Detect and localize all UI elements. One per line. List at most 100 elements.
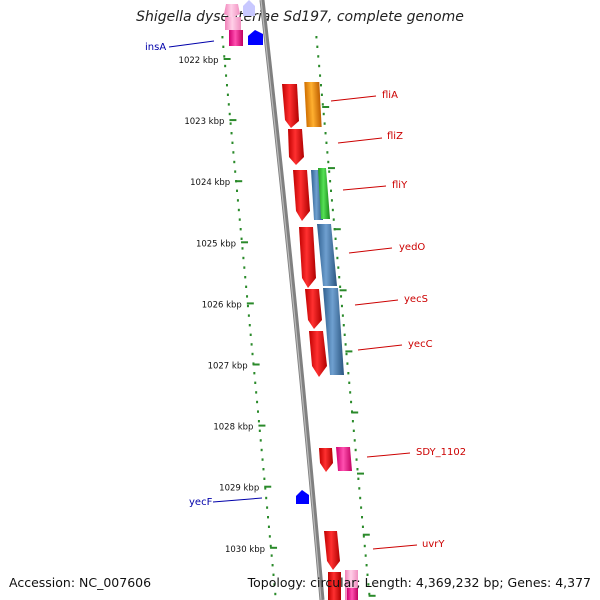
- ring-dot: [222, 45, 225, 48]
- ring-dot: [246, 295, 249, 298]
- gene-fliY-red[interactable]: [293, 170, 310, 221]
- label-fliZ: fliZ: [387, 131, 403, 142]
- ring-dot: [225, 74, 228, 77]
- outer-dotted-ring: [315, 36, 371, 596]
- ring-dot: [253, 372, 256, 375]
- ring-dot: [324, 132, 327, 135]
- ring-dot: [247, 314, 250, 317]
- gene-uvrY[interactable]: [324, 531, 340, 570]
- ring-dot: [230, 132, 233, 135]
- tick-label: 1023 kbp: [184, 117, 224, 127]
- ring-dot: [361, 525, 364, 528]
- ring-dot: [360, 506, 363, 509]
- label-fliY: fliY: [392, 180, 408, 191]
- ring-dot: [238, 218, 241, 221]
- ring-dot: [364, 554, 367, 557]
- tick-label: 1026 kbp: [202, 300, 242, 310]
- ring-dot: [319, 84, 322, 87]
- label-yecF: yecF: [189, 497, 213, 508]
- gene-small-navy-top[interactable]: [248, 30, 263, 45]
- ring-dot: [336, 256, 339, 260]
- ring-dot: [317, 55, 320, 58]
- gene-fliA-orange[interactable]: [304, 82, 322, 127]
- tick-label: 1030 kbp: [225, 545, 265, 555]
- ring-dot: [334, 237, 337, 240]
- tick-label: 1022 kbp: [179, 56, 219, 66]
- topology-label: Topology: circular; Length: 4,369,232 bp…: [247, 575, 591, 590]
- label-insA: insA: [145, 42, 166, 53]
- ring-dot: [321, 103, 324, 106]
- ring-dot: [227, 103, 230, 106]
- label-fliA: fliA: [382, 90, 398, 101]
- ring-dot: [353, 439, 356, 442]
- ring-dot: [223, 55, 226, 58]
- ring-dot: [249, 333, 252, 336]
- ring-dot: [315, 36, 318, 39]
- ring-dot: [228, 112, 231, 116]
- ring-dot: [362, 535, 365, 538]
- ring-dot: [350, 400, 353, 404]
- gene-small-blue-top[interactable]: [243, 0, 255, 16]
- ring-dot: [320, 93, 323, 96]
- ring-dot: [318, 64, 321, 68]
- ring-dot: [251, 352, 254, 356]
- ring-dot: [246, 304, 249, 308]
- ring-dot: [240, 237, 243, 240]
- gene-insA-pink[interactable]: [224, 4, 243, 46]
- gene-yecC-red[interactable]: [309, 331, 327, 377]
- ring-dot: [331, 208, 334, 212]
- accession-label: Accession: NC_007606: [9, 575, 152, 590]
- label-line-yedO: [348, 247, 393, 254]
- ring-dot: [327, 160, 330, 164]
- label-line-fliZ: [337, 137, 383, 144]
- ring-dot: [335, 247, 338, 250]
- label-line-insA: [168, 40, 215, 48]
- ring-dot: [365, 564, 368, 567]
- ring-dot: [232, 151, 235, 154]
- ring-dot: [339, 285, 342, 288]
- ring-dot: [322, 112, 325, 116]
- ring-dot: [316, 45, 319, 48]
- gene-yedO-red[interactable]: [299, 227, 316, 288]
- ring-dot: [265, 496, 268, 500]
- ring-dot: [344, 343, 347, 346]
- ring-dot: [272, 573, 275, 576]
- label-yecS: yecS: [404, 294, 428, 305]
- ring-dot: [243, 266, 246, 269]
- ring-dot: [319, 74, 322, 77]
- gene-fliZ[interactable]: [288, 129, 304, 165]
- gene-yecS-red[interactable]: [305, 289, 322, 329]
- ring-dot: [268, 535, 271, 538]
- gene-bottom-red[interactable]: [328, 572, 341, 600]
- ring-dot: [269, 544, 272, 548]
- gene-bottom-magenta[interactable]: [347, 588, 358, 600]
- gene-SDY_1102-red[interactable]: [319, 448, 333, 472]
- gene-yecS-blue[interactable]: [323, 288, 344, 375]
- ring-dot: [352, 429, 355, 432]
- ring-dot: [356, 468, 359, 471]
- label-line-fliY: [342, 185, 387, 191]
- gene-yedO-blue[interactable]: [317, 224, 337, 286]
- ring-dot: [328, 170, 331, 173]
- ring-dot: [346, 362, 349, 365]
- ring-dot: [257, 420, 260, 423]
- ring-dot: [233, 160, 236, 164]
- inner-dotted-ring: [221, 36, 277, 596]
- gene-SDY_1102-magenta[interactable]: [336, 447, 352, 471]
- ring-dot: [261, 458, 264, 461]
- gene-fliY-green[interactable]: [318, 168, 330, 219]
- tick-label: 1028 kbp: [213, 423, 253, 433]
- ring-dot: [256, 400, 259, 404]
- ring-dot: [231, 141, 234, 144]
- ring-dot: [267, 525, 270, 528]
- ring-dot: [363, 544, 366, 548]
- ring-dot: [330, 199, 333, 202]
- gene-yecF[interactable]: [296, 490, 309, 504]
- ring-dot: [357, 477, 360, 480]
- ring-dot: [366, 573, 369, 576]
- gene-fliA[interactable]: [282, 84, 299, 128]
- ring-dot: [332, 218, 335, 221]
- map-title: Shigella dysenteriae Sd197, complete gen…: [136, 9, 464, 25]
- ring-dot: [273, 583, 276, 586]
